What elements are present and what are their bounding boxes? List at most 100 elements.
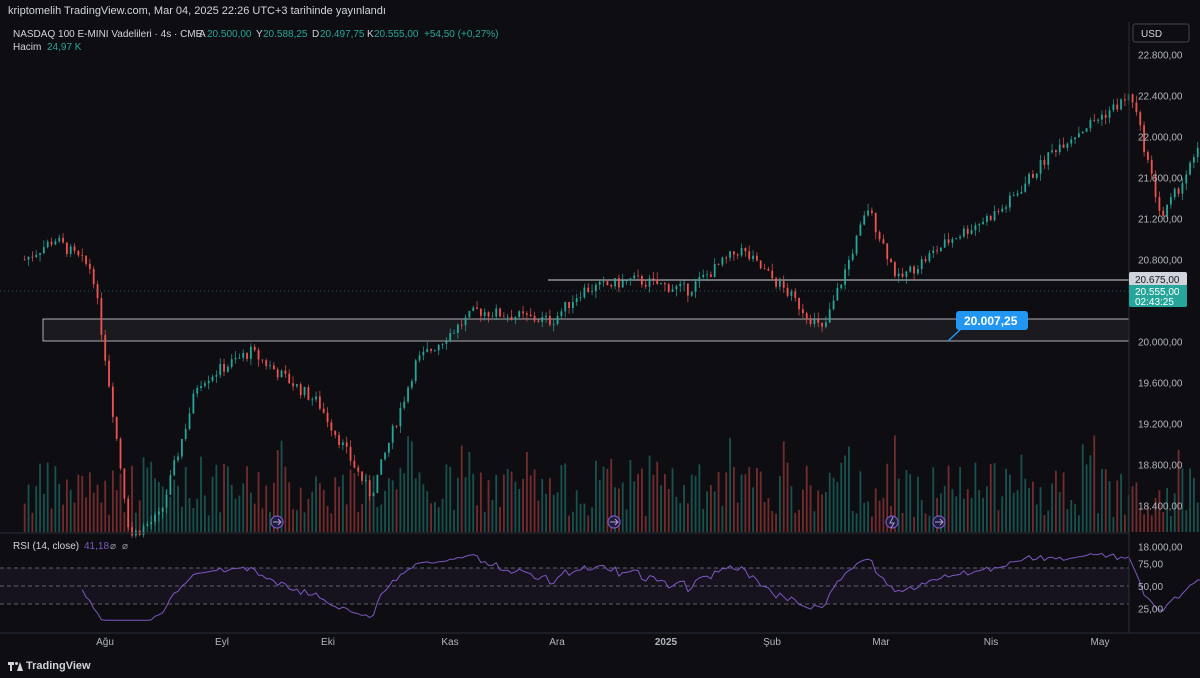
volume-bar [353,473,356,532]
candle-body [307,387,310,400]
candle-body [345,442,348,447]
volume-bar [874,488,877,532]
candle-body [683,283,685,285]
volume-bar [468,451,471,532]
candle-body [767,268,770,271]
candle-body [184,428,187,440]
volume-bar [169,496,172,532]
candle-body [874,212,877,233]
volume-bar [330,513,333,532]
annotation-box[interactable] [956,311,1028,330]
volume-bar [821,494,823,532]
candle-body [1189,162,1191,175]
volume-bar [280,440,283,532]
candle-body [169,475,172,495]
volume-bar [859,471,862,532]
volume-bar [142,457,145,532]
volume-bar [824,491,827,532]
candle-body [54,241,57,245]
volume-bar [594,460,597,532]
candle-body [311,399,314,401]
candle-body [878,232,881,240]
volume-bar [410,441,413,532]
candle-body [1074,137,1076,140]
candle-body [299,384,302,396]
candle-body [1108,110,1111,118]
candle-body [491,316,494,318]
price-tick: 18.000,00 [1138,543,1183,554]
candle-body [472,307,475,311]
candle-body [257,350,260,360]
volume-bar [380,504,383,532]
volume-bar [1177,449,1180,532]
tradingview-logo[interactable]: TradingView [8,660,91,672]
volume-bar [1097,513,1099,532]
candle-body [487,312,490,317]
volume-bar [372,475,375,532]
volume-bar [96,484,99,532]
volume-bar [138,500,141,532]
event-marker-flash[interactable] [885,515,899,529]
candle-body [479,308,482,316]
volume-bar [606,468,609,532]
volume-bar [299,487,302,532]
rsi-tick: 75,00 [1138,560,1163,571]
event-marker-2[interactable] [607,515,621,529]
candle-body [65,242,68,254]
low-label: D [312,29,319,40]
candle-body [679,283,682,287]
high-value: 20.588,25 [263,29,308,40]
price-tick: 18.400,00 [1138,502,1183,513]
volume-bar [453,510,455,532]
candle-body [510,316,513,320]
volume-bar [322,489,325,532]
event-marker-3[interactable] [932,515,946,529]
candle-body [1093,119,1096,121]
time-axis: Ağu Eyl Eki Kas Ara 2025 Şub Mar Nis May [96,637,1109,648]
volume-bar [1047,510,1050,532]
candle-body [859,224,862,236]
volume-bar [92,492,95,532]
time-tick: May [1091,637,1110,648]
candle-body [1062,144,1065,148]
rsi-label: RSI (14, close) [13,541,79,552]
price-tick: 18.800,00 [1138,461,1183,472]
price-axis: 23.200,0022.800,0022.400,0022.000,0021.6… [1138,51,1183,554]
candle-body [234,357,237,360]
volume-bar [640,468,643,532]
candle-body [203,383,206,387]
volume-bar [1012,492,1015,532]
chart-canvas[interactable]: NASDAQ 100 E-MINI Vadelileri · 4s · CME … [0,22,1200,656]
candle-body [92,268,95,285]
candle-body [219,363,222,376]
volume-bar [847,446,850,532]
candle-body [338,435,340,445]
rsi-tick: 50,00 [1138,582,1163,593]
time-tick: Mar [872,637,890,648]
volume-bar [836,481,839,532]
candle-body [809,318,812,324]
volume-bar [242,483,245,532]
candle-body [119,438,122,469]
volume-bar [387,478,390,532]
volume-bar [180,506,183,532]
volume-bar [391,480,394,532]
currency-button[interactable] [1132,23,1190,43]
volume-bar [203,495,206,532]
event-marker-1[interactable] [270,515,284,529]
volume-bar [978,490,981,532]
candle-body [947,239,950,243]
volume-bar [909,474,912,532]
candle-body [230,359,233,367]
volume-bar [219,512,222,532]
candle-body [1066,143,1069,148]
candle-body [414,360,417,382]
candle-body [280,370,283,378]
candle-body [173,460,176,476]
volume-bar [215,464,218,532]
volume-bar [962,498,965,532]
volume-bar [81,475,84,532]
volume-bar [27,484,30,532]
rsi-tick: 25,00 [1138,605,1163,616]
candle-body [177,456,179,461]
